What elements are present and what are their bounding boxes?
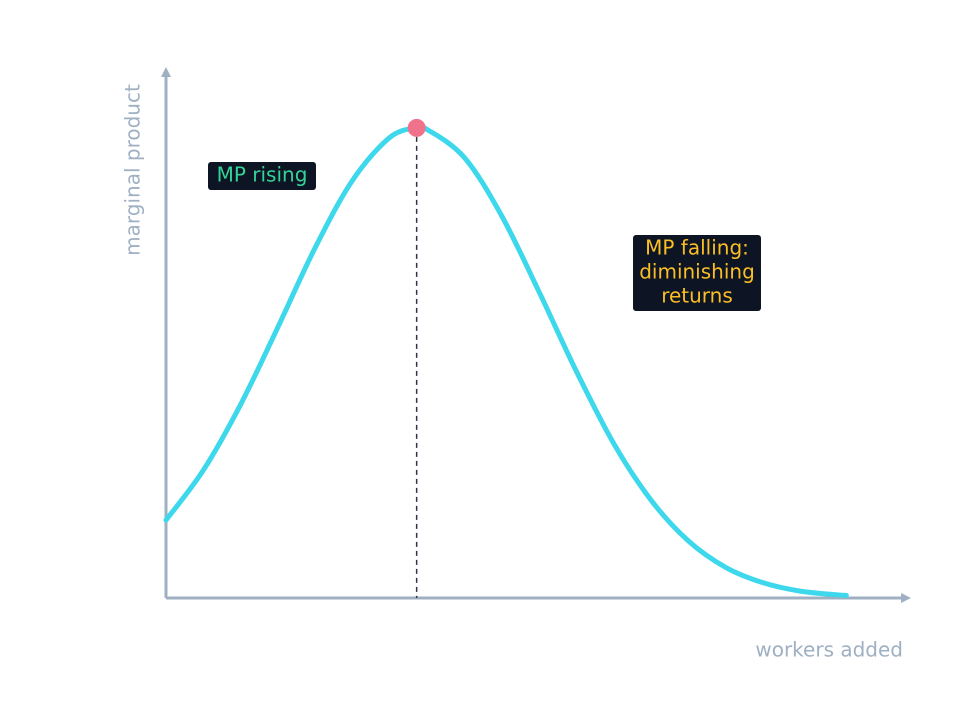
annotation-box <box>633 235 761 311</box>
y-axis-title: marginal product <box>121 84 145 256</box>
annotation-text: MP rising <box>217 163 308 187</box>
annotation-text: returns <box>661 284 733 308</box>
annotation-box <box>208 162 316 190</box>
curve <box>163 123 849 598</box>
annotation-text: MP falling: <box>645 236 749 260</box>
x-axis-title: workers added <box>755 638 903 662</box>
peak-point <box>407 118 426 137</box>
annotation-text: diminishing <box>639 260 755 284</box>
